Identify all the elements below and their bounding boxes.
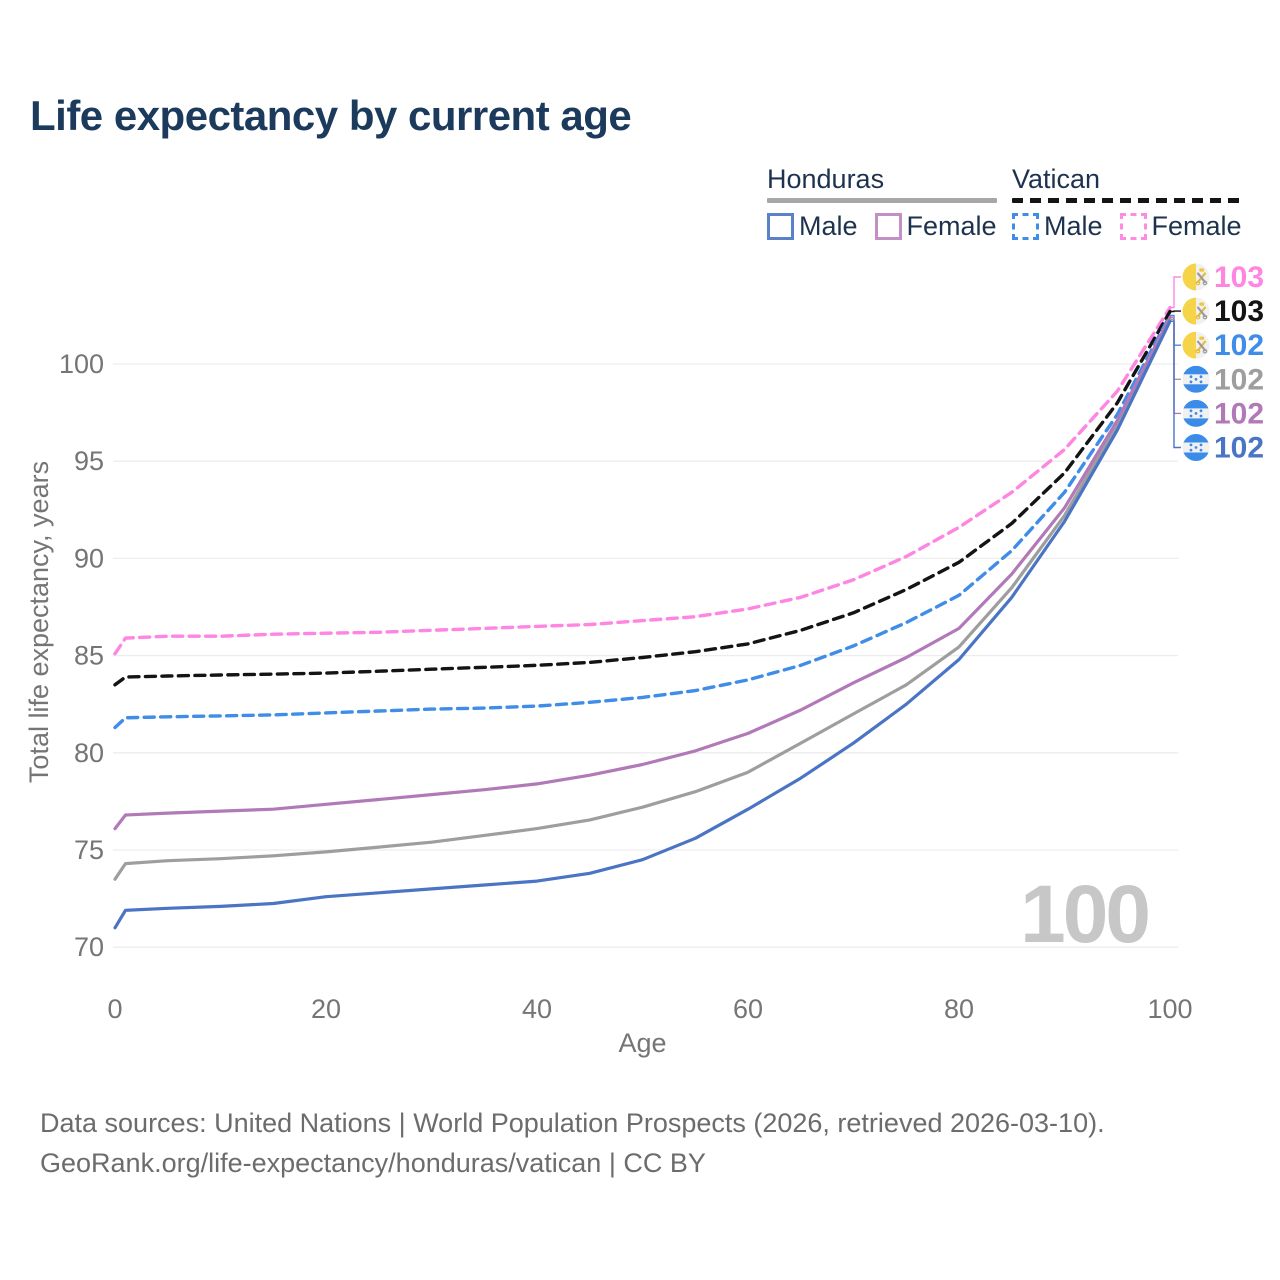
y-axis-title: Total life expectancy, years: [24, 461, 54, 783]
legend-label-honduras-male: Male: [799, 211, 858, 241]
end-label-vatican-female: 103: [1214, 261, 1264, 294]
y-tick-label: 70: [74, 932, 104, 962]
series-line-vatican-male: [113, 313, 1172, 730]
checkbox-vatican-female[interactable]: [1119, 213, 1147, 240]
legend-label-vatican-male: Male: [1044, 211, 1103, 241]
vatican-flag-icon: [1182, 331, 1210, 359]
series-line-honduras-male: [113, 319, 1172, 930]
attribution-text: GeoRank.org/life-expectancy/honduras/vat…: [40, 1148, 706, 1178]
checkbox-honduras-male[interactable]: [767, 213, 794, 240]
end-label-honduras-combined: 102: [1214, 363, 1264, 396]
legend-item-honduras-female[interactable]: Female: [874, 211, 997, 242]
leader-line-honduras-female: [1170, 316, 1181, 415]
series-line-honduras-female: [113, 315, 1172, 831]
honduras-flag-icon: [1182, 399, 1210, 427]
series-line-honduras-combined: [113, 317, 1172, 881]
end-label-vatican-male: 102: [1214, 329, 1264, 362]
legend-item-honduras-male[interactable]: Male: [767, 211, 858, 242]
honduras-flag-icon: [1182, 434, 1210, 461]
legend-group-vatican: Vatican Male Female: [1012, 164, 1242, 242]
y-tick-label: 85: [74, 641, 104, 671]
end-label-vatican-combined: 103: [1214, 295, 1264, 328]
x-tick-label: 80: [944, 994, 974, 1024]
y-tick-label: 100: [59, 349, 104, 379]
vatican-flag-icon: [1182, 263, 1210, 291]
legend-item-vatican-female[interactable]: Female: [1119, 211, 1242, 242]
x-tick-label: 40: [522, 994, 552, 1024]
y-tick-label: 75: [74, 835, 104, 865]
vatican-flag-icon: [1182, 297, 1210, 325]
legend-label-honduras-female: Female: [906, 211, 997, 241]
leader-line-honduras-male: [1170, 320, 1181, 449]
y-tick-label: 90: [74, 543, 104, 573]
legend-label-vatican-female: Female: [1151, 211, 1242, 241]
legend-country-honduras: Honduras: [767, 164, 885, 194]
legend-swatch-honduras-line: [767, 198, 997, 203]
legend-country-vatican: Vatican: [1012, 164, 1101, 194]
checkbox-vatican-male[interactable]: [1012, 213, 1039, 240]
legend-swatch-vatican-line: [1012, 198, 1242, 203]
legend-group-honduras: Honduras Male Female: [767, 164, 997, 242]
y-tick-label: 95: [74, 446, 104, 476]
series-line-vatican-combined: [113, 309, 1172, 687]
x-tick-label: 60: [733, 994, 763, 1024]
x-axis-title: Age: [618, 1028, 666, 1058]
leader-line-honduras-combined: [1170, 318, 1181, 380]
x-tick-label: 20: [311, 994, 341, 1024]
checkbox-honduras-female[interactable]: [874, 213, 902, 240]
page-title: Life expectancy by current age: [30, 92, 632, 139]
leader-line-vatican-female: [1170, 276, 1181, 309]
y-tick-label: 80: [74, 738, 104, 768]
x-tick-label: 0: [107, 994, 122, 1024]
series-line-vatican-female: [113, 305, 1172, 656]
current-age-indicator: 100: [1020, 869, 1148, 960]
end-label-honduras-female: 102: [1214, 397, 1264, 430]
end-label-honduras-male: 102: [1214, 432, 1264, 465]
honduras-flag-icon: [1182, 365, 1210, 393]
x-tick-label: 100: [1147, 994, 1192, 1024]
legend-item-vatican-male[interactable]: Male: [1012, 211, 1103, 242]
data-sources-text: Data sources: United Nations | World Pop…: [40, 1108, 1105, 1138]
